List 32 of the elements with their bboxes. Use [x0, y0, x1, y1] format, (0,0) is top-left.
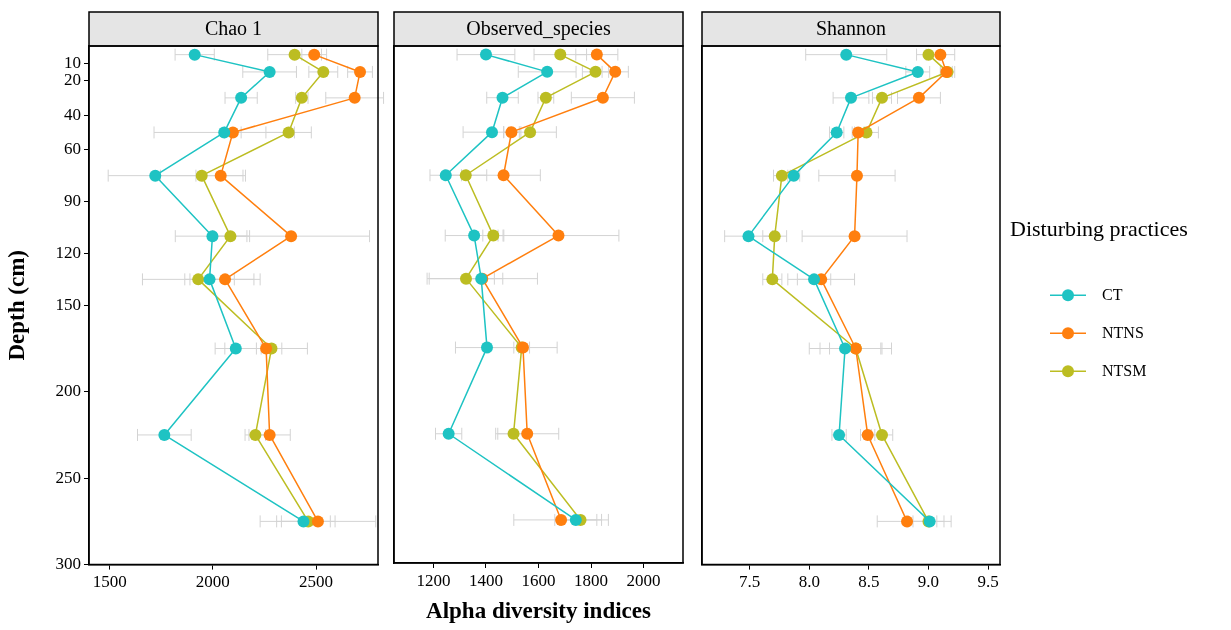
y-tick-label: 20: [64, 70, 81, 90]
x-tick-label: 2000: [626, 570, 661, 590]
y-tick-label: 200: [55, 381, 81, 401]
y-tick-label: 90: [64, 191, 81, 211]
x-tick-label: 1600: [521, 570, 556, 590]
x-tick-label: 2500: [299, 572, 334, 592]
legend-title: Disturbing practices: [1010, 216, 1188, 242]
chart-title: Chao 1: [204, 17, 263, 40]
legend-label: NTSM: [1102, 361, 1147, 379]
x-tick-label: 7.5: [739, 572, 761, 592]
x-tick-label: 1400: [468, 570, 503, 590]
legend-label: NTNS: [1102, 323, 1144, 341]
y-tick-label: 300: [55, 554, 81, 574]
x-tick-label: 1500: [92, 572, 127, 592]
chart-title: Observed_species: [466, 17, 611, 41]
x-tick-label: 8.0: [798, 572, 820, 592]
y-tick-label: 60: [64, 139, 81, 159]
y-axis-title: Depth (cm): [3, 250, 29, 361]
x-tick-label: 9.0: [917, 572, 940, 592]
y-tick-label: 120: [55, 242, 81, 262]
x-tick-label: 1200: [416, 570, 451, 590]
x-tick-label: 9.5: [977, 572, 999, 592]
y-tick-label: 150: [55, 294, 81, 314]
x-tick-label: 1800: [574, 570, 609, 590]
x-tick-label: 8.5: [858, 572, 880, 592]
chart-title: Shannon: [816, 17, 886, 40]
x-tick-label: 2000: [195, 572, 230, 592]
legend-label: CT: [1102, 285, 1123, 303]
y-tick-label: 40: [64, 104, 81, 124]
y-tick-label: 250: [55, 467, 81, 487]
x-axis-title: Alpha diversity indices: [426, 598, 651, 624]
y-tick-label: 10: [64, 52, 81, 72]
